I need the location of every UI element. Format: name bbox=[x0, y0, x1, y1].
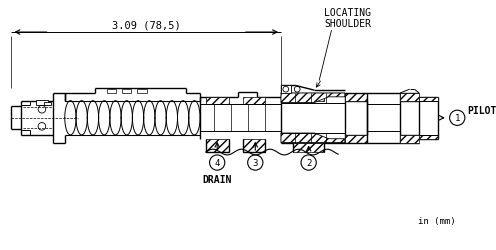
Text: 1: 1 bbox=[454, 114, 460, 123]
Bar bbox=[206, 98, 229, 105]
Bar bbox=[294, 143, 324, 152]
Bar bbox=[294, 94, 324, 101]
Bar bbox=[281, 86, 291, 94]
Bar bbox=[122, 90, 131, 94]
Text: 3: 3 bbox=[252, 158, 258, 168]
Bar bbox=[107, 90, 116, 94]
Bar bbox=[345, 94, 367, 101]
Bar bbox=[206, 139, 229, 152]
Bar bbox=[400, 94, 419, 101]
Polygon shape bbox=[281, 134, 345, 143]
Bar bbox=[36, 100, 48, 106]
Text: PILOT: PILOT bbox=[467, 106, 496, 116]
Text: 3.09 (78,5): 3.09 (78,5) bbox=[112, 20, 181, 30]
Bar bbox=[345, 136, 367, 143]
Text: LOCATING
SHOULDER: LOCATING SHOULDER bbox=[324, 8, 371, 29]
Bar bbox=[243, 98, 265, 105]
Bar bbox=[44, 102, 52, 106]
Text: DRAIN: DRAIN bbox=[202, 174, 232, 184]
Polygon shape bbox=[419, 136, 438, 139]
Text: in (mm): in (mm) bbox=[418, 216, 455, 226]
Bar bbox=[137, 90, 147, 94]
Bar bbox=[400, 136, 419, 143]
Bar bbox=[243, 139, 265, 152]
Text: 4: 4 bbox=[214, 158, 220, 168]
Polygon shape bbox=[419, 98, 438, 101]
Text: 2: 2 bbox=[306, 158, 311, 168]
Polygon shape bbox=[281, 94, 345, 103]
